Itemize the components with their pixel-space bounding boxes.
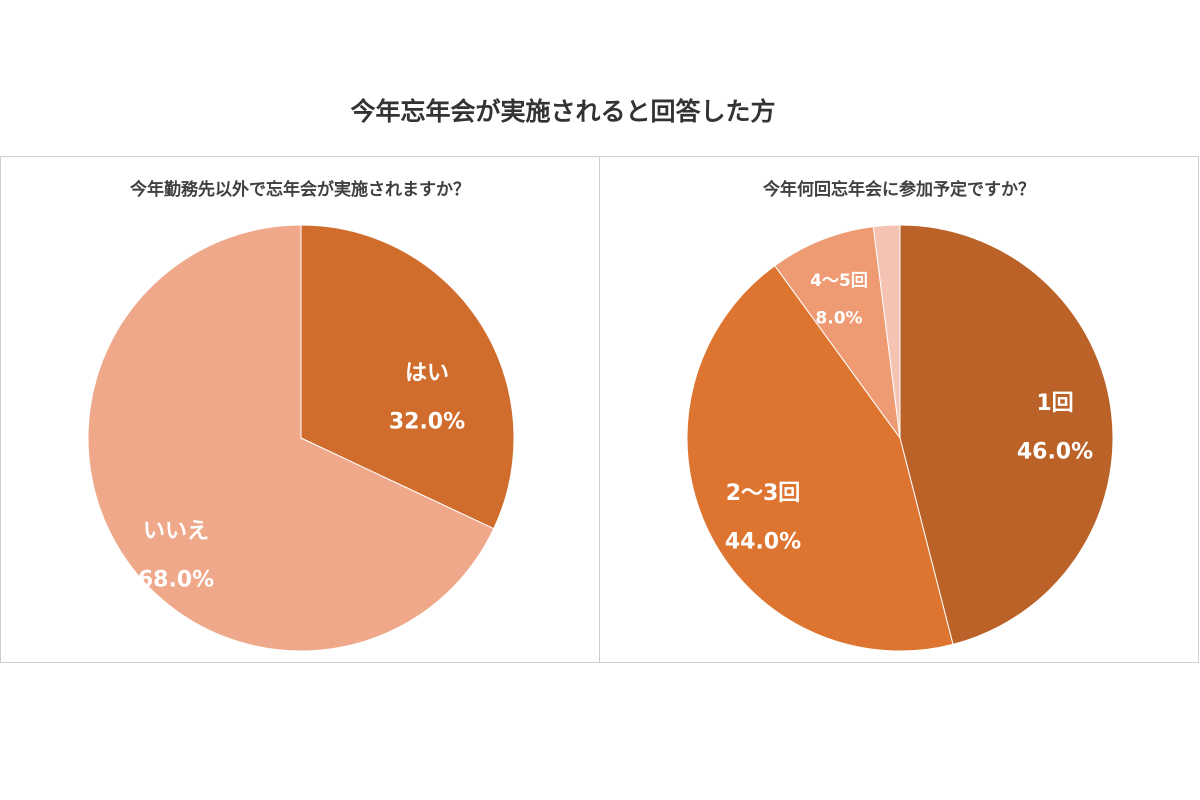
pie-chart-right: 1回 46.0% 2〜3回 44.0% 4〜5回 8.0% [686, 224, 1114, 652]
slice-label-no: いいえ [143, 519, 209, 544]
slice-label-4-5: 4〜5回 [810, 271, 868, 291]
slice-label-2-3: 2〜3回 [726, 481, 801, 506]
chart-title-right: 今年何回忘年会に参加予定ですか？ [763, 180, 1035, 200]
slice-value-no: 68.0% [138, 567, 214, 592]
pie-slice-1-3 [872, 224, 901, 439]
pie-slice-0-1 [87, 224, 495, 652]
pie-slice-0-0 [300, 224, 515, 530]
pie-chart-left: はい 32.0% いいえ 68.0% [87, 224, 515, 652]
slice-value-4-5: 8.0% [815, 308, 862, 328]
slice-value-2-3: 44.0% [725, 529, 801, 554]
pie-slice-1-1 [686, 264, 954, 652]
chart-panel-right: 今年何回忘年会に参加予定ですか？ 1回 46.0% 2〜3回 44.0% 4〜5回 8.0… [599, 156, 1199, 663]
pie-slice-1-0 [899, 224, 1114, 645]
slice-value-yes: 32.0% [389, 409, 465, 434]
main-title: 今年忘年会が実施されると回答した方 [350, 97, 776, 126]
chart-panel-left: 今年勤務先以外で忘年会が実施されますか？ はい 32.0% いいえ 68.0% [0, 156, 600, 663]
slice-label-1: 1回 [1036, 391, 1073, 416]
chart-title-left: 今年勤務先以外で忘年会が実施されますか？ [130, 180, 470, 200]
pie-slice-1-2 [774, 226, 901, 439]
slice-label-yes: はい [405, 361, 449, 386]
slice-value-1: 46.0% [1017, 439, 1093, 464]
